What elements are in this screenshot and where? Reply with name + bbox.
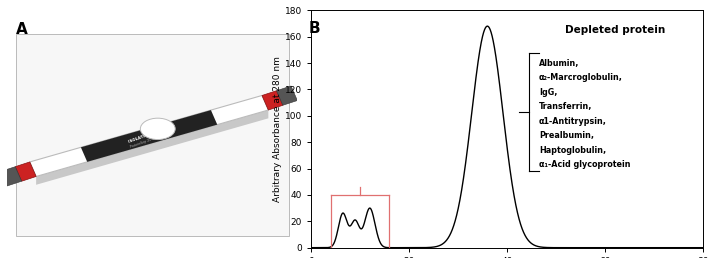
Text: Depleted protein: Depleted protein bbox=[564, 25, 665, 35]
Y-axis label: Arbitrary Absorbance at 280 nm: Arbitrary Absorbance at 280 nm bbox=[273, 56, 282, 202]
Text: Prealbumin,: Prealbumin, bbox=[539, 131, 594, 140]
Polygon shape bbox=[81, 110, 217, 162]
Polygon shape bbox=[1, 167, 21, 186]
Text: Transferrin,: Transferrin, bbox=[539, 102, 592, 111]
Text: ProteinSep 20 LC Column: ProteinSep 20 LC Column bbox=[129, 132, 169, 149]
Text: ISOLATION & WORK: ISOLATION & WORK bbox=[128, 126, 170, 144]
Text: Albumin,: Albumin, bbox=[539, 59, 579, 68]
Text: B: B bbox=[309, 21, 320, 36]
Text: A: A bbox=[16, 22, 28, 37]
Polygon shape bbox=[262, 91, 283, 110]
Text: α₂-Marcroglobulin,: α₂-Marcroglobulin, bbox=[539, 73, 623, 82]
Ellipse shape bbox=[141, 118, 175, 140]
Polygon shape bbox=[276, 86, 297, 105]
Text: IgG,: IgG, bbox=[539, 87, 557, 96]
Text: α₁-Acid glycoprotein: α₁-Acid glycoprotein bbox=[539, 160, 630, 169]
Text: α1-Antitrypsin,: α1-Antitrypsin, bbox=[539, 117, 606, 126]
Polygon shape bbox=[16, 162, 36, 181]
Text: Haptoglobulin,: Haptoglobulin, bbox=[539, 146, 606, 155]
FancyBboxPatch shape bbox=[16, 34, 289, 236]
Polygon shape bbox=[30, 95, 268, 176]
Polygon shape bbox=[36, 110, 268, 185]
